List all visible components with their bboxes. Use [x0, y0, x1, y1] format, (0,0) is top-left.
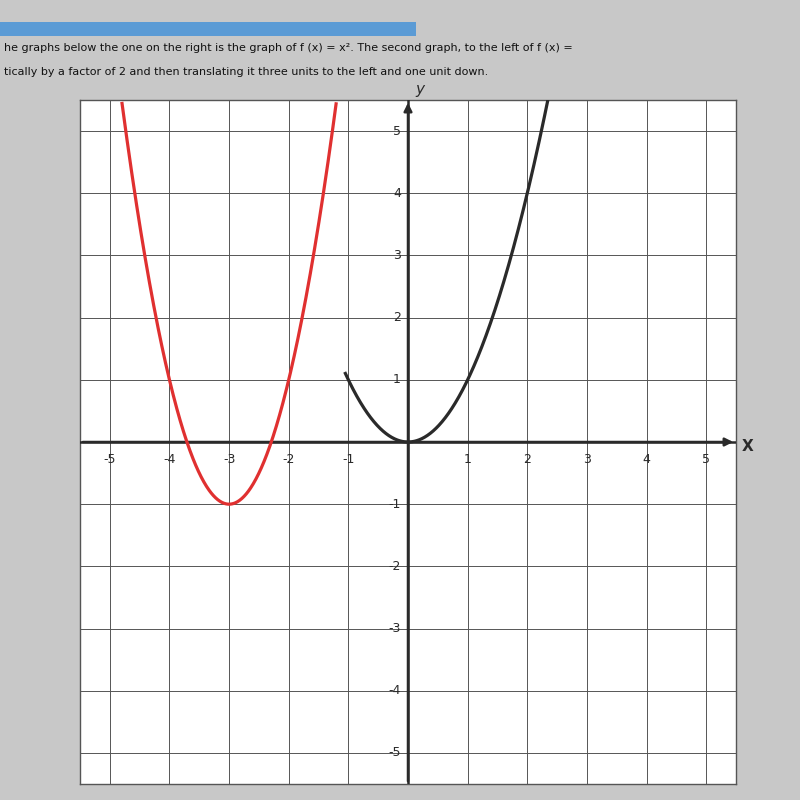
Text: -3: -3: [223, 453, 235, 466]
Text: 2: 2: [393, 311, 401, 324]
Text: 3: 3: [393, 249, 401, 262]
Text: -2: -2: [282, 453, 295, 466]
Text: 4: 4: [642, 453, 650, 466]
Text: 4: 4: [393, 186, 401, 200]
Text: 1: 1: [464, 453, 471, 466]
Text: -4: -4: [389, 684, 401, 698]
Text: tically by a factor of 2 and then translating it three units to the left and one: tically by a factor of 2 and then transl…: [4, 67, 488, 78]
Text: -5: -5: [103, 453, 116, 466]
Text: -2: -2: [389, 560, 401, 573]
Text: 3: 3: [583, 453, 591, 466]
Text: -4: -4: [163, 453, 176, 466]
Text: -3: -3: [389, 622, 401, 635]
Text: -1: -1: [342, 453, 354, 466]
Text: 5: 5: [702, 453, 710, 466]
Text: y: y: [416, 82, 425, 97]
Text: he graphs below the one on the right is the graph of f (x) = x². The second grap: he graphs below the one on the right is …: [4, 43, 573, 53]
Text: X: X: [742, 439, 754, 454]
Text: -5: -5: [388, 746, 401, 759]
Text: 5: 5: [393, 125, 401, 138]
Text: 2: 2: [523, 453, 531, 466]
Text: -1: -1: [389, 498, 401, 510]
Text: 1: 1: [393, 374, 401, 386]
